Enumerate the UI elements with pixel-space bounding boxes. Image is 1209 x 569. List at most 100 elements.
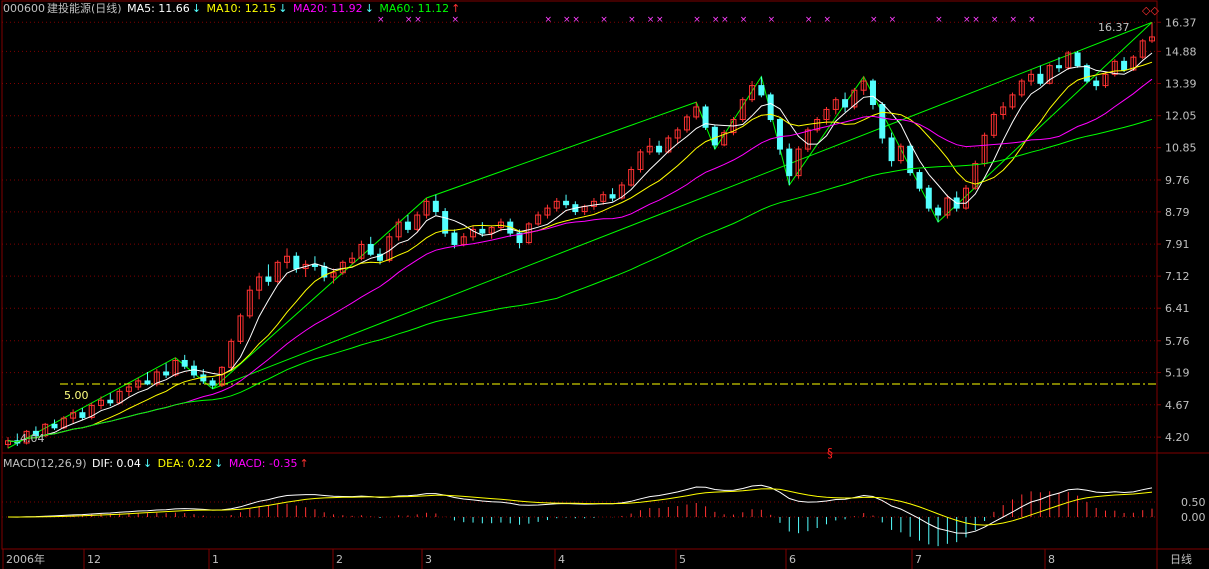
candle-body	[107, 399, 114, 404]
signal-x-mark: ×	[572, 15, 580, 25]
macd-panel[interactable]	[7, 484, 1153, 547]
date-axis-label: 1	[212, 553, 219, 566]
candle-body	[172, 359, 179, 376]
dif-line	[7, 484, 1153, 534]
high-label: 16.37	[1098, 21, 1130, 34]
candle-body	[869, 80, 876, 106]
macd-title: MACD(12,26,9)	[3, 457, 87, 470]
ma5-value: MA5: 11.66	[127, 2, 190, 15]
signal-x-mark: ×	[563, 15, 571, 25]
candle-body	[944, 197, 951, 216]
date-axis-label: 4	[558, 553, 565, 566]
ma10-arrow-icon: ↓	[278, 2, 288, 15]
dif-arrow-icon: ↓	[142, 457, 153, 470]
macd-axis-label: 0.50	[1181, 496, 1206, 509]
candle-body	[851, 89, 858, 108]
candle-body	[814, 119, 821, 131]
macd-arrow-icon: ↑	[299, 457, 309, 470]
candle-body	[228, 340, 235, 368]
candle-body	[88, 404, 95, 418]
candle-body	[5, 440, 11, 445]
macd-header: MACD(12,26,9) DIF: 0.04 ↓ DEA: 0.22 ↓ MACD…	[3, 457, 311, 471]
candle-body	[637, 151, 644, 171]
axes: 16.37 14.88 13.39 12.05 10.85 9.76 8.79 7.91 7.1…	[2, 16, 1206, 569]
period-label: 日线	[1170, 552, 1192, 566]
candle-body	[916, 172, 923, 189]
candle-body	[1111, 60, 1118, 75]
candle-body	[962, 187, 969, 209]
candle-body	[218, 366, 225, 386]
candle-body	[349, 257, 356, 263]
candle-body	[758, 85, 765, 96]
price-axis-label: 16.37	[1165, 16, 1197, 29]
signal-x-mark: ×	[870, 15, 878, 25]
dea-line	[8, 488, 1153, 526]
candle-body	[488, 227, 495, 234]
signal-x-mark: ×	[823, 15, 831, 25]
ma20-line	[7, 78, 1153, 443]
candle-body	[907, 145, 914, 174]
signal-x-mark: ×	[600, 15, 608, 25]
signal-x-mark: ×	[628, 15, 636, 25]
candle-body	[451, 232, 458, 245]
candle-body	[721, 132, 728, 146]
candle-body	[1018, 80, 1025, 96]
signal-x-mark: ×	[972, 15, 980, 25]
candle-body	[414, 214, 421, 230]
candle-body	[879, 104, 886, 139]
candle-body	[1055, 65, 1062, 69]
signal-x-mark: ×	[451, 15, 459, 25]
candle-body	[460, 236, 467, 245]
signal-x-mark: ×	[377, 15, 385, 25]
price-axis-label: 5.19	[1165, 367, 1190, 380]
candle-body	[293, 255, 300, 270]
ma5-arrow-icon: ↓	[191, 2, 202, 15]
candle-body	[609, 194, 616, 199]
candle-body	[702, 106, 709, 128]
date-axis-label: 5	[679, 553, 686, 566]
price-axis-label: 8.79	[1165, 206, 1190, 219]
price-axis-label: 13.39	[1165, 78, 1197, 91]
candle-body	[125, 386, 132, 392]
stock-name: 建投能源(日线)	[47, 2, 122, 15]
candle-body	[23, 430, 30, 444]
candle-body	[535, 214, 542, 225]
candle-body	[1046, 65, 1053, 84]
candle-body	[330, 272, 337, 278]
annotations: 16.37 4.04 5.00 § ◇◇	[20, 4, 1159, 460]
zigzag-lines	[7, 21, 1157, 449]
candle-body	[367, 243, 374, 255]
candle-body	[618, 184, 625, 199]
level-label: 5.00	[64, 389, 89, 402]
candlestick-series[interactable]	[5, 22, 1155, 449]
signal-x-mark: ×	[1028, 15, 1036, 25]
candle-body	[1028, 73, 1035, 82]
candle-body	[516, 232, 523, 244]
candle-body	[181, 359, 188, 367]
candle-body	[972, 163, 979, 189]
candle-body	[683, 116, 690, 131]
date-axis-label: 2	[336, 553, 343, 566]
ma10-line	[7, 61, 1153, 443]
candle-body	[144, 380, 151, 385]
signal-x-mark: ×	[889, 15, 897, 25]
price-header: 000600 建投能源(日线) MA5: 11.66 ↓ MA10: 12.15 ↓ …	[3, 2, 462, 16]
candle-body	[377, 253, 384, 261]
candle-body	[302, 263, 309, 270]
diamond-icon[interactable]: ◇◇	[1142, 4, 1159, 17]
stock-code: 000600	[3, 2, 45, 15]
candle-body	[404, 221, 411, 230]
candle-body	[497, 221, 504, 229]
candle-body	[925, 187, 932, 209]
dea-value: DEA: 0.22	[157, 457, 213, 470]
candle-body	[98, 399, 105, 406]
candle-body	[897, 145, 904, 162]
signal-x-mark: ×	[991, 15, 999, 25]
candle-body	[544, 207, 551, 216]
candle-body	[246, 289, 253, 317]
candle-body	[590, 200, 597, 207]
candle-body	[786, 148, 793, 177]
candle-body	[1121, 60, 1128, 71]
candle-body	[256, 276, 263, 291]
